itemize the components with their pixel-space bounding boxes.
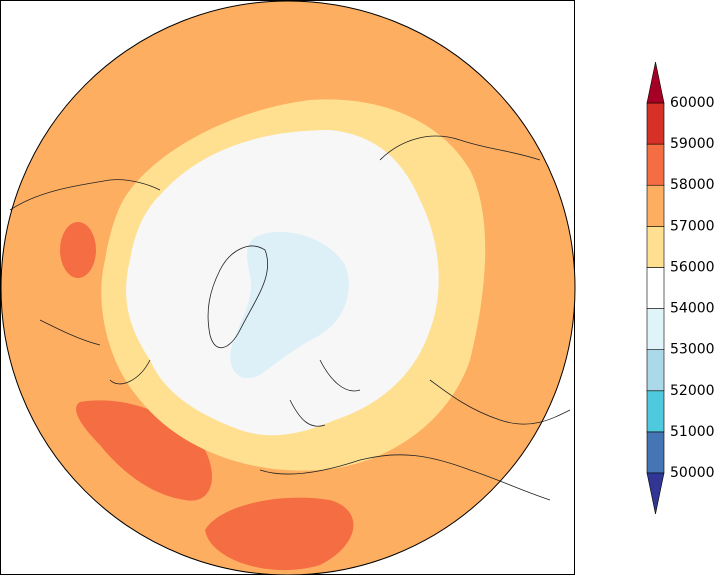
colorbar-box xyxy=(646,226,665,268)
colorbar-label: 54000 xyxy=(670,301,715,317)
colorbar-box xyxy=(646,349,665,392)
colorbar-label: 57000 xyxy=(670,218,715,234)
coastline xyxy=(9,179,161,211)
colorbar-under xyxy=(646,472,665,515)
colorbar-box xyxy=(646,184,665,227)
field-53000 xyxy=(230,231,349,379)
colorbar-box xyxy=(646,102,665,145)
coastline xyxy=(259,454,551,501)
colorbar-label: 59000 xyxy=(670,136,715,152)
colorbar-label: 56000 xyxy=(670,259,715,275)
map-boundary xyxy=(0,0,576,575)
map xyxy=(0,0,576,575)
colorbar: 50000 51000 52000 53000 54000 56000 57000 58000… xyxy=(646,61,715,515)
coastline xyxy=(379,135,541,161)
colorbar-box xyxy=(646,390,665,433)
coastline xyxy=(39,319,151,385)
colorbar-box xyxy=(646,267,665,309)
coastline xyxy=(289,359,361,427)
colorbar-label: 50000 xyxy=(670,465,715,481)
colorbar-box xyxy=(646,431,665,474)
coastlines xyxy=(9,135,571,501)
field-58000 xyxy=(60,222,96,278)
coastline xyxy=(207,245,269,348)
field xyxy=(1,1,575,575)
field-58000 xyxy=(205,497,354,571)
colorbar-label: 52000 xyxy=(670,383,715,399)
colorbar-box xyxy=(646,308,665,350)
coastline xyxy=(429,379,571,425)
colorbar-label: 51000 xyxy=(670,424,715,440)
colorbar-over xyxy=(646,61,665,104)
colorbar-label: 58000 xyxy=(670,177,715,193)
colorbar-label: 53000 xyxy=(670,342,715,358)
colorbar-box xyxy=(646,143,665,186)
colorbar-label: 60000 xyxy=(670,95,715,111)
